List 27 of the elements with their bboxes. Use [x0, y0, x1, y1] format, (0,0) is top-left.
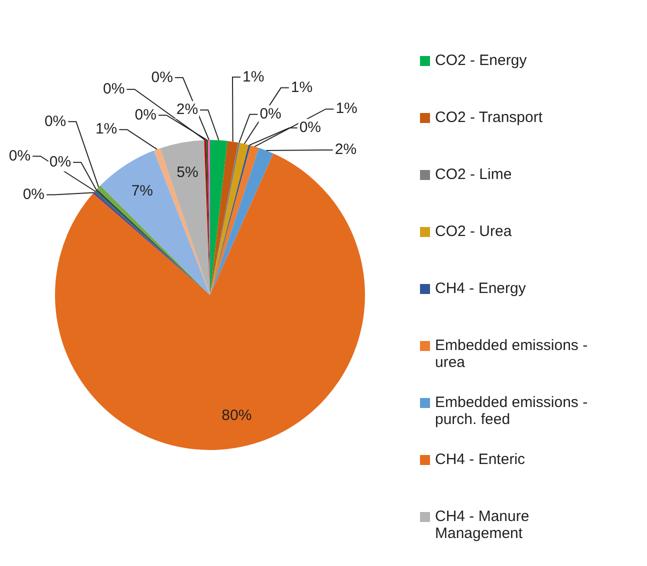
- data-label: 0%: [44, 112, 66, 130]
- data-label: 0%: [151, 68, 173, 86]
- data-label: 2%: [334, 141, 357, 158]
- data-label: 0%: [260, 105, 282, 122]
- data-label: 7%: [131, 182, 154, 200]
- data-label: 0%: [49, 153, 72, 170]
- data-label: 0%: [103, 80, 125, 98]
- legend-label: Embedded emissions - purch. feed: [435, 394, 589, 428]
- data-label: 5%: [176, 164, 198, 182]
- legend-label: Embedded emissions - urea: [435, 337, 589, 371]
- data-label: 1%: [95, 120, 118, 138]
- data-label: 2%: [176, 101, 198, 118]
- data-label: 0%: [299, 119, 322, 136]
- data-label: 0%: [8, 147, 31, 164]
- legend-label: CH4 - Manure Management: [435, 508, 530, 542]
- data-label: 80%: [222, 407, 252, 424]
- data-label: 0%: [22, 186, 45, 203]
- data-label: 0%: [134, 106, 156, 124]
- data-label: 1%: [290, 78, 313, 96]
- legend-label: CH4 - Energy: [435, 280, 526, 297]
- legend-label: CO2 - Lime: [435, 166, 512, 183]
- legend-label: CO2 - Urea: [435, 223, 512, 240]
- legend-label: CH4 - Enteric: [435, 451, 526, 468]
- legend-label: CO2 - Energy: [435, 52, 527, 69]
- data-label: 1%: [242, 68, 264, 86]
- legend-label: CO2 - Transport: [435, 109, 543, 126]
- data-label: 1%: [336, 100, 358, 118]
